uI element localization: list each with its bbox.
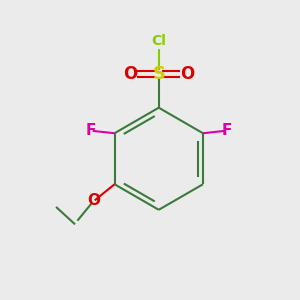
Text: F: F: [222, 123, 232, 138]
Text: O: O: [123, 65, 137, 83]
Text: O: O: [87, 194, 100, 208]
Text: S: S: [152, 65, 165, 83]
Text: F: F: [85, 123, 95, 138]
Text: O: O: [180, 65, 194, 83]
Text: Cl: Cl: [151, 34, 166, 48]
